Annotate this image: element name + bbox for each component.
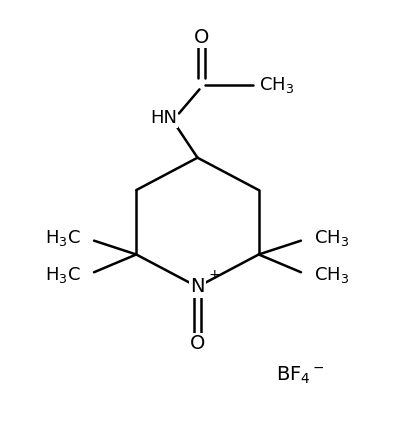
Text: O: O [190,334,205,353]
Text: BF$_4$$^-$: BF$_4$$^-$ [276,364,325,386]
Text: H$_3$C: H$_3$C [45,228,81,248]
Text: HN: HN [150,109,177,127]
Text: O: O [194,28,209,47]
Text: H$_3$C: H$_3$C [45,265,81,285]
Text: CH$_3$: CH$_3$ [314,228,349,248]
Text: N: N [190,277,205,296]
Text: CH$_3$: CH$_3$ [314,265,349,285]
Text: CH$_3$: CH$_3$ [259,75,294,95]
Text: +: + [208,268,220,282]
